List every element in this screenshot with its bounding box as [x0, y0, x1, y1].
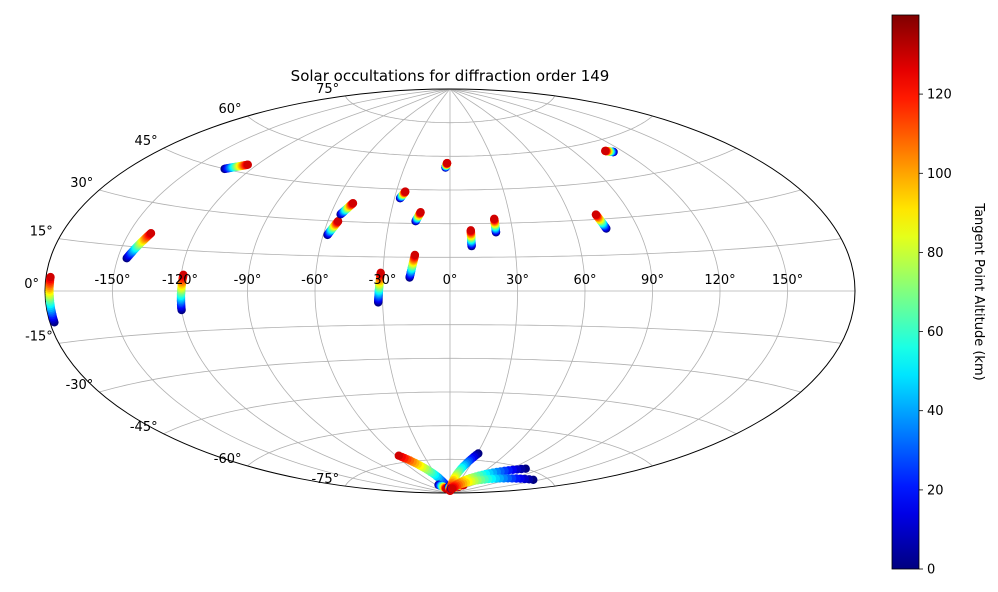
- longitude-tick-label: 150°: [772, 273, 803, 288]
- longitude-tick-label: 0°: [443, 273, 458, 288]
- parallel-line: [58, 238, 842, 258]
- longitude-tick-label: -90°: [234, 273, 262, 288]
- occultation-point: [442, 158, 452, 168]
- parallel-line: [247, 425, 653, 467]
- occultation-point: [490, 214, 499, 223]
- latitude-labels: -75° -60° -45° -30° -15° 0° 15° 30° 45° 60° 75°: [24, 82, 339, 487]
- latitude-tick-label: -15°: [25, 329, 53, 344]
- parallel-line: [99, 357, 801, 393]
- latitude-tick-label: -75°: [311, 472, 339, 487]
- latitude-tick-label: -60°: [214, 452, 242, 467]
- latitude-tick-label: 75°: [316, 82, 339, 97]
- occultation-point: [591, 210, 601, 219]
- colorbar-tick-label: 60: [927, 325, 944, 340]
- parallel-line: [247, 115, 653, 157]
- occultation-point: [46, 272, 55, 282]
- longitude-labels: -150° -120° -90° -60° -30° 0° 30° 60° 90° 120° 150…: [94, 273, 803, 288]
- occultation-point: [179, 270, 188, 279]
- occultation-point: [401, 187, 410, 196]
- parallel-line: [344, 458, 556, 487]
- longitude-tick-label: 30°: [506, 273, 529, 288]
- latitude-tick-label: -45°: [130, 420, 158, 435]
- longitude-tick-label: -120°: [162, 273, 198, 288]
- latitude-tick-label: 0°: [24, 277, 39, 292]
- occultation-point: [601, 146, 610, 156]
- occultation-point: [416, 208, 425, 217]
- longitude-tick-label: -60°: [301, 273, 329, 288]
- colorbar-label: Tangent Point Altitude (km): [971, 202, 986, 380]
- occultation-point: [333, 217, 343, 226]
- latitude-tick-label: -30°: [66, 378, 94, 393]
- parallel-line: [163, 391, 737, 435]
- occultation-point: [376, 268, 385, 277]
- longitude-tick-label: 90°: [641, 273, 664, 288]
- graticule: [45, 88, 855, 494]
- parallel-line: [163, 147, 737, 191]
- occultation-point: [146, 229, 156, 238]
- occultation-point: [394, 451, 403, 460]
- occultation-point: [348, 199, 358, 208]
- colorbar-tick-label: 120: [927, 88, 952, 103]
- longitude-tick-label: -30°: [369, 273, 397, 288]
- parallel-line: [99, 189, 801, 225]
- colorbar-tick-label: 0: [927, 563, 935, 578]
- latitude-tick-label: 15°: [30, 225, 53, 240]
- data-points: [45, 146, 618, 495]
- latitude-tick-label: 60°: [218, 102, 241, 117]
- longitude-tick-label: 60°: [573, 273, 596, 288]
- longitude-tick-label: -150°: [94, 273, 130, 288]
- colorbar-ticks: 0 20 40 60 80 100 120: [919, 88, 952, 578]
- colorbar-tick-label: 80: [927, 246, 944, 261]
- parallel-line: [58, 324, 842, 344]
- latitude-tick-label: 45°: [135, 134, 158, 149]
- colorbar-tick-label: 40: [927, 404, 944, 419]
- occultation-point: [466, 226, 475, 235]
- parallel-line: [344, 95, 556, 124]
- occultation-point: [243, 160, 252, 169]
- occultation-point: [448, 484, 457, 493]
- occultation-point: [410, 250, 420, 260]
- colorbar-tick-label: 20: [927, 483, 944, 498]
- chart-title: Solar occultations for diffraction order…: [291, 67, 610, 85]
- latitude-tick-label: 30°: [70, 176, 93, 191]
- longitude-tick-label: 120°: [704, 273, 735, 288]
- colorbar: [891, 14, 920, 570]
- colorbar-tick-label: 100: [927, 167, 952, 182]
